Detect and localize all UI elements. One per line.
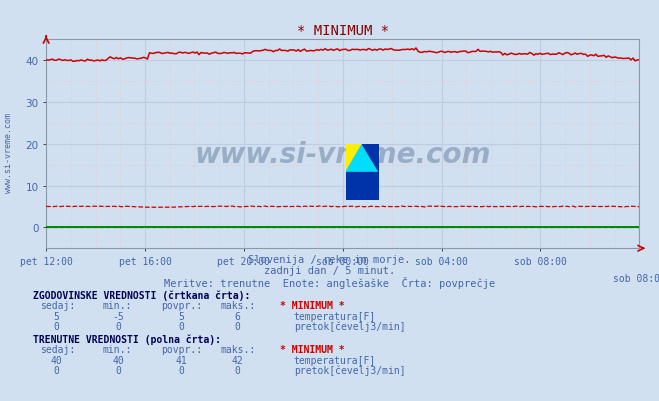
Text: sedaj:: sedaj: — [40, 300, 74, 310]
Text: 5: 5 — [53, 311, 59, 321]
Text: 0: 0 — [235, 365, 240, 375]
Text: 0: 0 — [116, 321, 121, 331]
Text: 42: 42 — [231, 355, 243, 365]
Text: temperatura[F]: temperatura[F] — [294, 355, 376, 365]
Text: min.:: min.: — [102, 300, 132, 310]
Text: * MINIMUM *: * MINIMUM * — [280, 300, 345, 310]
Text: ZGODOVINSKE VREDNOSTI (črtkana črta):: ZGODOVINSKE VREDNOSTI (črtkana črta): — [33, 290, 250, 300]
Text: * MINIMUM *: * MINIMUM * — [280, 344, 345, 354]
Text: www.si-vreme.com: www.si-vreme.com — [4, 112, 13, 192]
Polygon shape — [362, 144, 379, 172]
Text: 0: 0 — [179, 321, 184, 331]
Text: 40: 40 — [113, 355, 125, 365]
Text: Meritve: trenutne  Enote: anglešaške  Črta: povprečje: Meritve: trenutne Enote: anglešaške Črta… — [164, 276, 495, 288]
Text: povpr.:: povpr.: — [161, 300, 202, 310]
Text: 6: 6 — [235, 311, 240, 321]
Text: 0: 0 — [53, 365, 59, 375]
Text: temperatura[F]: temperatura[F] — [294, 311, 376, 321]
Polygon shape — [346, 144, 362, 172]
Title: * MINIMUM *: * MINIMUM * — [297, 24, 389, 38]
Text: 0: 0 — [179, 365, 184, 375]
Text: pretok[čevelj3/min]: pretok[čevelj3/min] — [294, 321, 405, 331]
Text: -5: -5 — [113, 311, 125, 321]
Text: zadnji dan / 5 minut.: zadnji dan / 5 minut. — [264, 265, 395, 275]
Polygon shape — [346, 144, 379, 172]
Text: 40: 40 — [50, 355, 62, 365]
Text: Slovenija / reke in morje.: Slovenija / reke in morje. — [248, 255, 411, 265]
Text: 5: 5 — [179, 311, 184, 321]
Text: maks.:: maks.: — [221, 344, 256, 354]
Text: 0: 0 — [235, 321, 240, 331]
Text: sob 08:00: sob 08:00 — [613, 273, 659, 284]
Polygon shape — [346, 172, 379, 200]
Text: www.si-vreme.com: www.si-vreme.com — [194, 141, 491, 169]
Text: sedaj:: sedaj: — [40, 344, 74, 354]
Text: 0: 0 — [116, 365, 121, 375]
Text: povpr.:: povpr.: — [161, 344, 202, 354]
Text: min.:: min.: — [102, 344, 132, 354]
Text: pretok[čevelj3/min]: pretok[čevelj3/min] — [294, 365, 405, 375]
Text: maks.:: maks.: — [221, 300, 256, 310]
Text: 41: 41 — [175, 355, 187, 365]
Text: 0: 0 — [53, 321, 59, 331]
Text: TRENUTNE VREDNOSTI (polna črta):: TRENUTNE VREDNOSTI (polna črta): — [33, 334, 221, 344]
